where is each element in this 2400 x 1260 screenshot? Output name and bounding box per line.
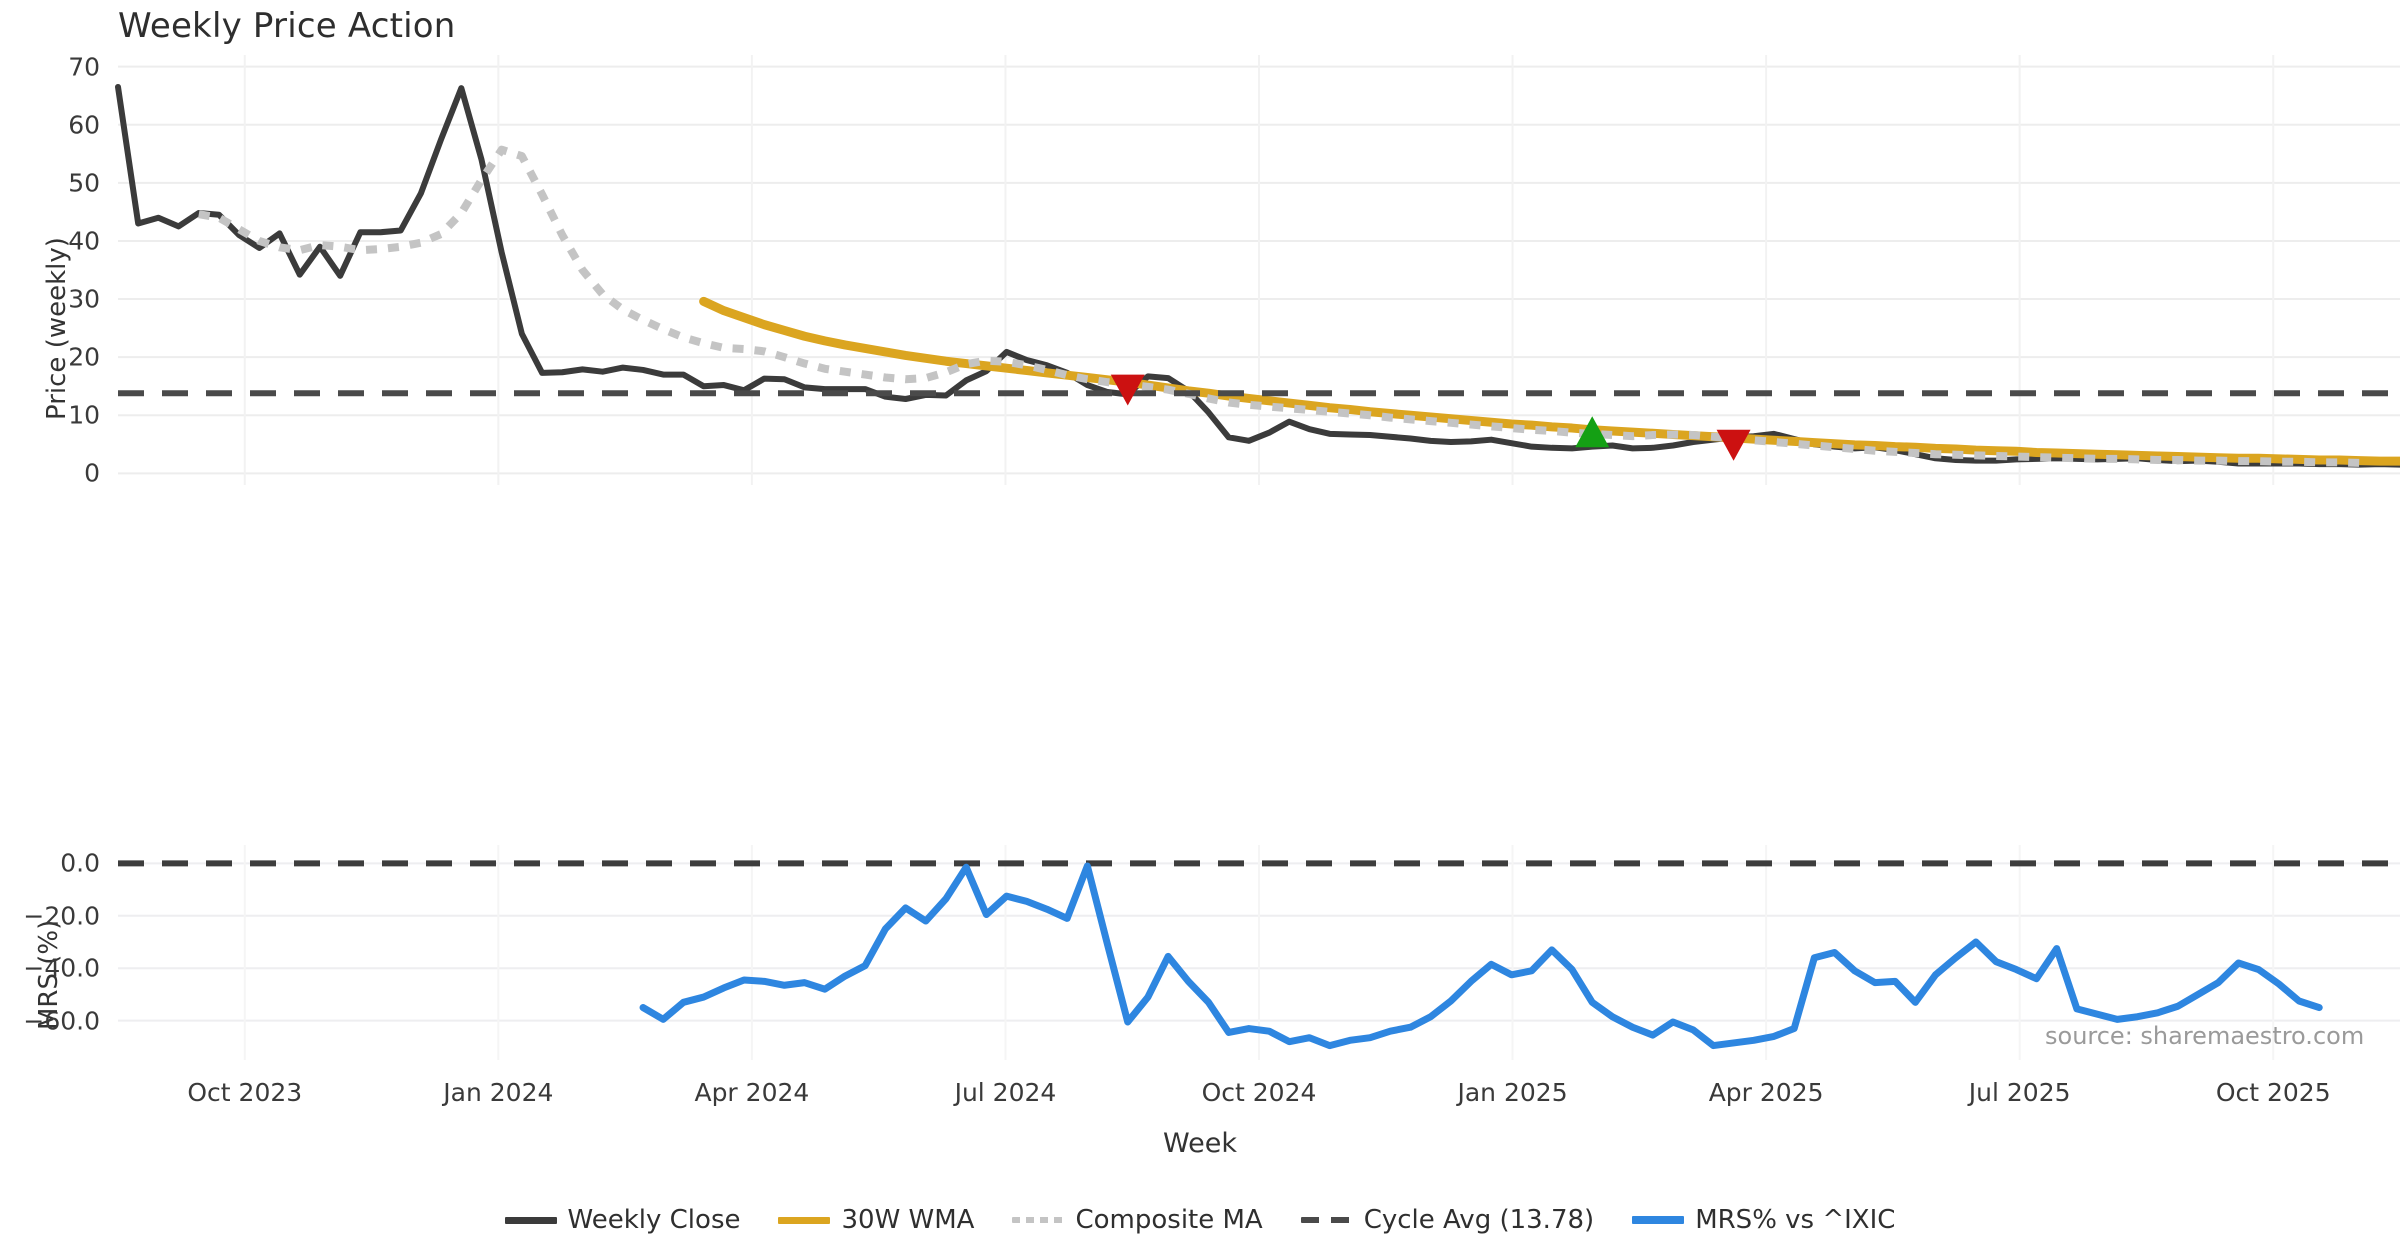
legend-swatch-icon bbox=[504, 1216, 557, 1224]
mrs-ytick-label: −20.0 bbox=[23, 901, 100, 931]
legend-item[interactable]: 30W WMA bbox=[778, 1205, 974, 1235]
price-ytick-label: 60 bbox=[68, 110, 100, 140]
buy-signal-marker bbox=[1575, 416, 1610, 448]
xtick-label: Oct 2024 bbox=[1201, 1078, 1317, 1107]
price-axis-label: Price (weekly) bbox=[42, 237, 72, 420]
legend-label: Cycle Avg (13.78) bbox=[1363, 1205, 1595, 1235]
x-axis-label: Week bbox=[1163, 1128, 1237, 1159]
sell-signal-marker bbox=[1110, 374, 1145, 406]
price-ytick-label: 30 bbox=[68, 284, 100, 314]
legend-label: 30W WMA bbox=[841, 1205, 975, 1235]
xtick-label: Jan 2024 bbox=[443, 1078, 554, 1107]
page-title: Weekly Price Action bbox=[118, 6, 456, 46]
mrs-plot-area bbox=[118, 845, 2400, 1060]
mrs-ytick-label: −60.0 bbox=[23, 1006, 100, 1036]
mrs-ytick-label: −40.0 bbox=[23, 953, 100, 983]
legend-item[interactable]: Cycle Avg (13.78) bbox=[1300, 1205, 1595, 1235]
price-ytick-label: 70 bbox=[68, 52, 100, 82]
xtick-label: Oct 2025 bbox=[2215, 1078, 2331, 1107]
xtick-label: Apr 2024 bbox=[694, 1078, 810, 1107]
legend-label: MRS% vs ^IXIC bbox=[1695, 1205, 1896, 1235]
legend-swatch-icon bbox=[1632, 1216, 1685, 1224]
price-ytick-label: 0 bbox=[84, 458, 100, 488]
legend-item[interactable]: MRS% vs ^IXIC bbox=[1632, 1205, 1895, 1235]
price-ytick-label: 40 bbox=[68, 226, 100, 256]
sell-signal-marker bbox=[1716, 429, 1751, 461]
price-ytick-label: 10 bbox=[68, 400, 100, 430]
price-ytick-label: 50 bbox=[68, 168, 100, 198]
legend-swatch-icon bbox=[1012, 1217, 1065, 1223]
mrs-series-line bbox=[639, 862, 2323, 1050]
price-series-composite-ma bbox=[198, 145, 2360, 467]
legend-label: Composite MA bbox=[1075, 1205, 1263, 1235]
xtick-label: Jul 2025 bbox=[1968, 1078, 2071, 1107]
price-series-30w-wma bbox=[699, 296, 2400, 466]
legend-item[interactable]: Weekly Close bbox=[504, 1205, 741, 1235]
price-plot-area bbox=[115, 55, 2400, 485]
mrs-ytick-label: 0.0 bbox=[60, 848, 100, 878]
xtick-label: Jan 2025 bbox=[1457, 1078, 1568, 1107]
price-ytick-label: 20 bbox=[68, 342, 100, 372]
source-watermark: source: sharemaestro.com bbox=[2045, 1022, 2365, 1050]
chart-legend: Weekly Close 30W WMA Composite MA Cycle Avg… bbox=[0, 1205, 2400, 1235]
legend-swatch-icon bbox=[1300, 1217, 1353, 1223]
xtick-label: Jul 2024 bbox=[954, 1078, 1057, 1107]
legend-item[interactable]: Composite MA bbox=[1012, 1205, 1263, 1235]
legend-label: Weekly Close bbox=[567, 1205, 741, 1235]
xtick-label: Oct 2023 bbox=[187, 1078, 303, 1107]
legend-swatch-icon bbox=[778, 1216, 831, 1224]
xtick-label: Apr 2025 bbox=[1708, 1078, 1824, 1107]
